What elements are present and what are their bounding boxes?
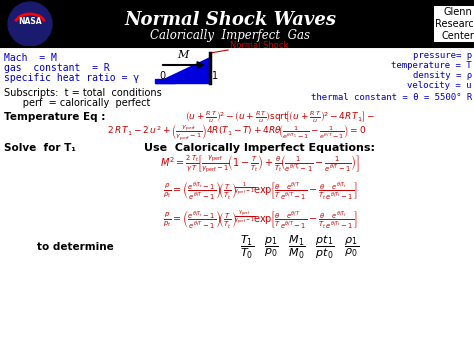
Polygon shape — [155, 79, 175, 83]
Text: $\frac{\rho}{\rho_t}=\left(\frac{e^{\theta/T_t}-1}{e^{\theta/T}-1}\right)\!\left: $\frac{\rho}{\rho_t}=\left(\frac{e^{\the… — [163, 179, 357, 201]
Text: M: M — [177, 50, 189, 60]
Text: temperature = T: temperature = T — [392, 61, 472, 71]
Text: Normal Shock Waves: Normal Shock Waves — [124, 11, 336, 29]
Polygon shape — [155, 57, 210, 83]
Text: to determine: to determine — [36, 242, 113, 252]
Text: Subscripts:  t = total  conditions: Subscripts: t = total conditions — [4, 88, 162, 98]
Text: $\frac{p}{p_t}=\left(\frac{e^{\theta/T_t}-1}{e^{\theta/T}-1}\right)\!\left(\frac: $\frac{p}{p_t}=\left(\frac{e^{\theta/T_t… — [163, 208, 357, 230]
Text: Solve  for T₁: Solve for T₁ — [4, 143, 76, 153]
Text: Normal Shock: Normal Shock — [230, 41, 288, 50]
Text: pressure= p: pressure= p — [413, 51, 472, 60]
Text: Use  Calorically Imperfect Equations:: Use Calorically Imperfect Equations: — [145, 143, 375, 153]
Text: $M^2=\frac{2\,T_t}{\gamma\,T}\!\left[\frac{\gamma_{\rm perf}}{\gamma_{\rm perf}-: $M^2=\frac{2\,T_t}{\gamma\,T}\!\left[\fr… — [160, 153, 360, 175]
Text: gas  constant  = R: gas constant = R — [4, 63, 110, 73]
Text: 0: 0 — [159, 71, 165, 81]
Text: Calorically  Imperfect  Gas: Calorically Imperfect Gas — [150, 29, 310, 43]
Bar — [0, 0, 474, 47]
Text: $2\,R\,T_1 - 2\,u^2+\left(\frac{\gamma_{\rm perf}}{\gamma_{\rm perf}-1}\right)4R: $2\,R\,T_1 - 2\,u^2+\left(\frac{\gamma_{… — [108, 123, 366, 143]
Text: Mach  = M: Mach = M — [4, 53, 57, 63]
Text: specific heat ratio = γ: specific heat ratio = γ — [4, 73, 139, 83]
Bar — [0, 47, 474, 355]
Text: thermal constant = θ = 5500° R: thermal constant = θ = 5500° R — [311, 93, 472, 102]
Text: $\dfrac{T_1}{T_0}\quad\dfrac{p_1}{p_0}\quad\dfrac{M_1}{M_0}\quad\dfrac{pt_1}{pt_: $\dfrac{T_1}{T_0}\quad\dfrac{p_1}{p_0}\q… — [240, 233, 360, 261]
Text: density = ρ: density = ρ — [413, 71, 472, 81]
Circle shape — [8, 2, 52, 46]
Text: $\left(u+\frac{R\,T}{u}\right)^{\!2}-\left(u+\frac{R\,T}{u}\right)\mathrm{sqrt}\: $\left(u+\frac{R\,T}{u}\right)^{\!2}-\le… — [185, 109, 375, 125]
Text: perf  = calorically  perfect: perf = calorically perfect — [4, 98, 150, 108]
Text: Glenn
Research
Center: Glenn Research Center — [436, 7, 474, 40]
Text: 1: 1 — [212, 71, 218, 81]
Text: NASA: NASA — [18, 17, 42, 27]
Text: Temperature Eq :: Temperature Eq : — [4, 112, 105, 122]
Text: velocity = u: velocity = u — [408, 82, 472, 91]
